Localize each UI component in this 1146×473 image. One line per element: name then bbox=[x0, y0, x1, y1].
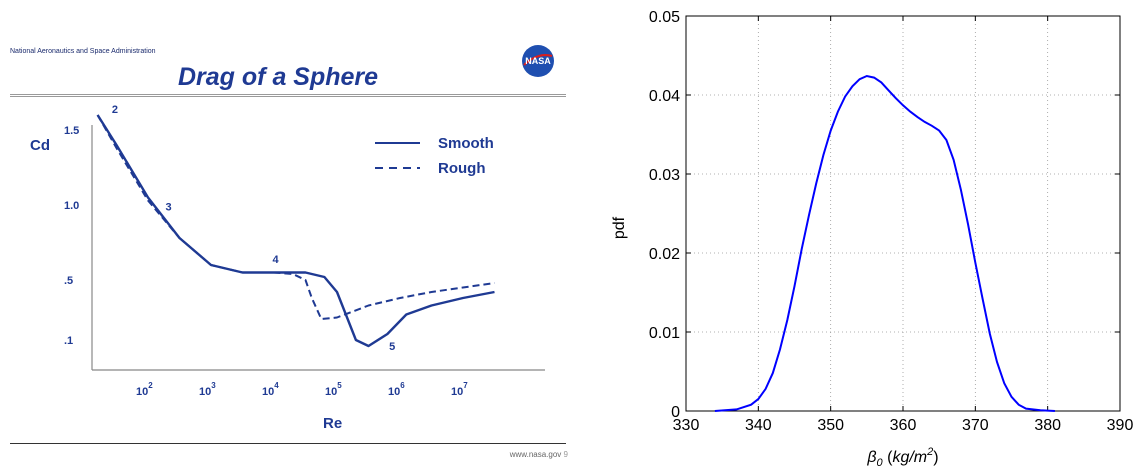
drag-y-tick-label: 1.5 bbox=[64, 125, 79, 137]
drag-x-tick-label: 105 bbox=[325, 381, 342, 398]
agency-name: National Aeronautics and Space Administr… bbox=[10, 48, 156, 55]
pdf-plot-frame bbox=[685, 15, 1121, 412]
drag-slide: National Aeronautics and Space Administr… bbox=[10, 45, 568, 459]
drag-x-tick-label: 107 bbox=[451, 381, 468, 398]
drag-ylabel: Cd bbox=[30, 137, 50, 154]
pdf-x-tick-label: 360 bbox=[890, 417, 917, 434]
footer-url: www.nasa.gov 9 bbox=[509, 450, 568, 459]
drag-xlabel: Re bbox=[323, 415, 342, 432]
page-mark: 9 bbox=[563, 450, 568, 459]
pdf-y-tick-label: 0.02 bbox=[649, 246, 680, 263]
pdf-curve bbox=[714, 74, 1055, 412]
pdf-x-tick-label: 330 bbox=[673, 417, 700, 434]
pdf-y-tick-label: 0.01 bbox=[649, 325, 680, 342]
drag-series-rough bbox=[96, 114, 495, 320]
pdf-y-tick-label: 0.03 bbox=[649, 167, 680, 184]
pdf-figure: 330 340 350 360 370 380 390 0 0.01 0.02 0.03 0.04 0.… bbox=[580, 0, 1146, 469]
title-rule bbox=[10, 94, 566, 95]
pdf-y-tick-label: 0.04 bbox=[649, 88, 680, 105]
drag-y-tick-label: .5 bbox=[64, 275, 73, 287]
pdf-x-tick-label: 350 bbox=[817, 417, 844, 434]
drag-x-tick-label: 104 bbox=[262, 381, 279, 398]
drag-x-tick-label: 102 bbox=[136, 381, 153, 398]
pdf-y-tick-label: 0 bbox=[671, 404, 680, 421]
drag-y-tick-label: .1 bbox=[64, 335, 73, 347]
pdf-chart: 330 340 350 360 370 380 390 0 0.01 0.02 0.03 0.04 0.… bbox=[611, 9, 1134, 469]
pdf-x-tick-label: 370 bbox=[962, 417, 989, 434]
pdf-x-tick-label: 380 bbox=[1034, 417, 1061, 434]
drag-series-smooth bbox=[96, 114, 495, 348]
drag-x-tick-label: 106 bbox=[388, 381, 405, 398]
slide-title: Drag of a Sphere bbox=[178, 63, 379, 91]
pdf-x-tick-label: 340 bbox=[745, 417, 772, 434]
drag-x-tick-label: 103 bbox=[199, 381, 216, 398]
title-rule-2 bbox=[10, 96, 566, 97]
footer-rule bbox=[10, 443, 566, 444]
drag-annotation: 4 bbox=[273, 254, 280, 266]
legend-label-rough: Rough bbox=[438, 160, 485, 177]
drag-chart: Cd Re .1 .5 1.0 1.5 102 103 104 105 106 107 2 3 4 5… bbox=[30, 104, 545, 432]
drag-y-tick-label: 1.0 bbox=[64, 200, 79, 212]
nasa-logo: NASA bbox=[522, 45, 554, 77]
drag-annotation: 2 bbox=[112, 104, 118, 116]
drag-annotation: 3 bbox=[165, 202, 171, 214]
pdf-x-tick-label: 390 bbox=[1107, 417, 1134, 434]
nasa-logo-text: NASA bbox=[525, 56, 551, 66]
pdf-y-tick-label: 0.05 bbox=[649, 9, 680, 26]
pdf-ylabel: pdf bbox=[611, 216, 628, 239]
drag-annotation: 5 bbox=[389, 341, 395, 353]
pdf-xlabel: β0 (kg/m2) bbox=[866, 446, 938, 468]
legend-label-smooth: Smooth bbox=[438, 135, 494, 152]
